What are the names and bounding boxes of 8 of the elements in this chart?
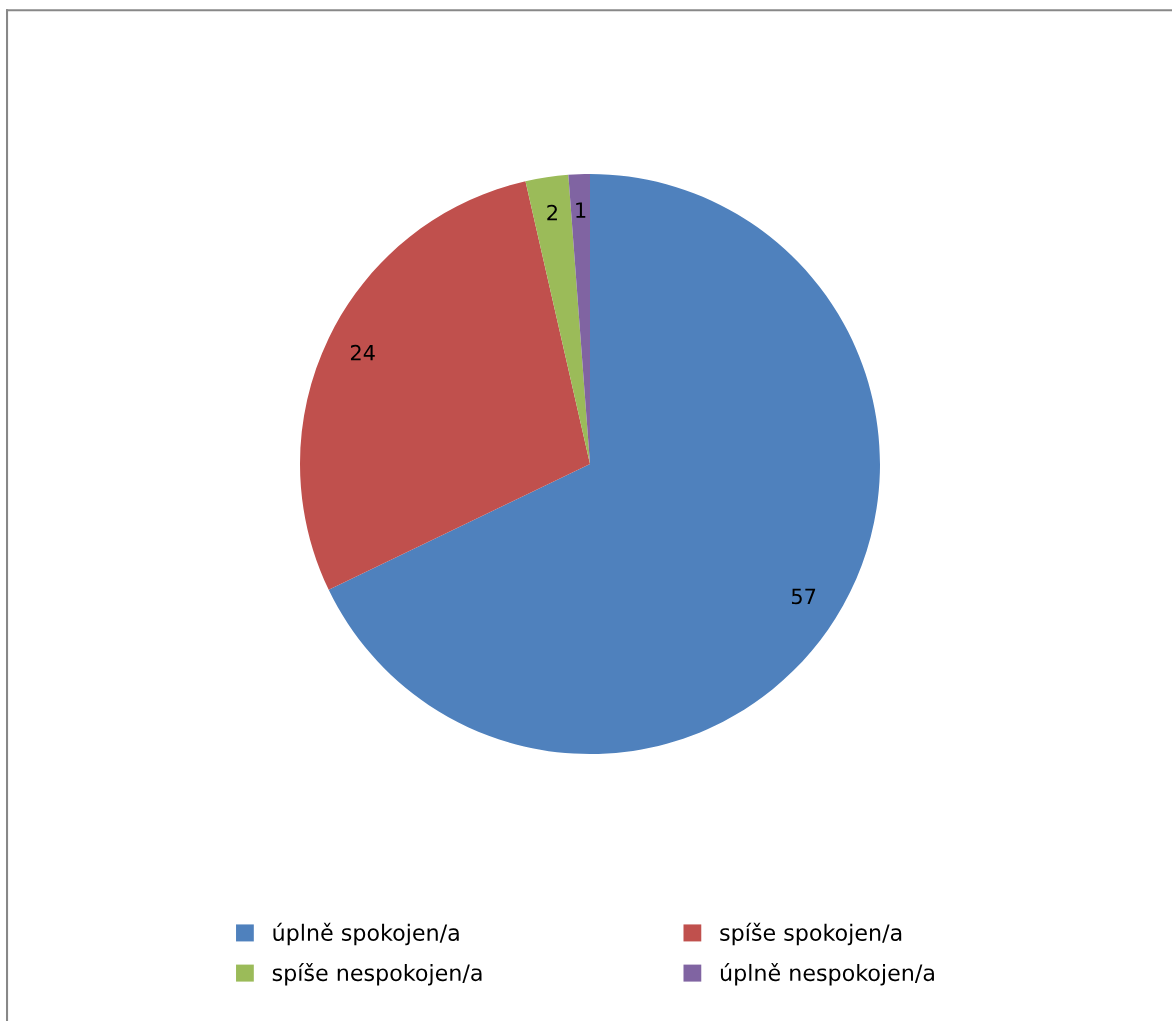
data-label: 57 bbox=[791, 588, 816, 605]
data-label: 2 bbox=[547, 204, 557, 221]
legend-label: spíše nespokojen/a bbox=[272, 963, 482, 986]
data-label: 1 bbox=[576, 202, 586, 218]
data-label: 24 bbox=[350, 344, 375, 361]
legend-label: úplně spokojen/a bbox=[273, 922, 459, 946]
legend-label: úplně nespokojen/a bbox=[720, 963, 934, 986]
legend-label: spíše spokojen/a bbox=[720, 922, 902, 946]
